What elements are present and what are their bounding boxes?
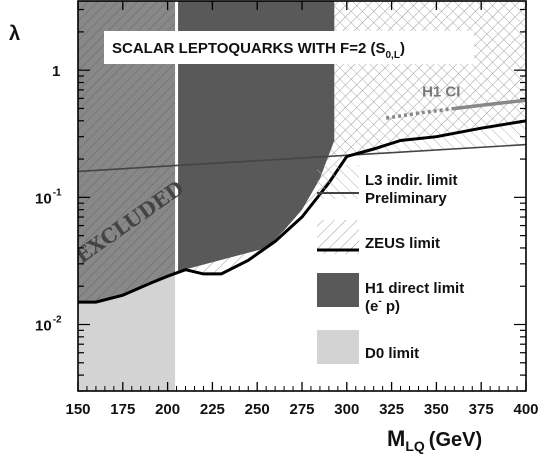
y-axis-label: λ bbox=[9, 23, 20, 45]
legend-entry: D0 limit bbox=[317, 330, 419, 364]
chart-title-box: SCALAR LEPTOQUARKS WITH F=2 (S0,L) bbox=[104, 31, 474, 64]
legend-label: D0 limit bbox=[365, 345, 419, 362]
h1-ci-line bbox=[454, 98, 526, 111]
x-tick-label: 275 bbox=[289, 401, 314, 418]
x-tick-label: 300 bbox=[334, 401, 359, 418]
h1-direct-excluded-region bbox=[176, 1, 335, 272]
y-axis: 1 10-1 10-2 bbox=[35, 8, 526, 392]
x-tick-label: 350 bbox=[424, 401, 449, 418]
y-tick-label: 1 bbox=[52, 63, 60, 80]
d0-zeus-overlap-region bbox=[78, 1, 177, 303]
y-tick-label: 10-2 bbox=[35, 315, 62, 335]
legend-label-line2: (e- p) bbox=[365, 296, 400, 315]
y-tick-label: 10-1 bbox=[35, 187, 62, 207]
x-tick-label: 175 bbox=[110, 401, 135, 418]
zeus-limit-line bbox=[78, 119, 526, 304]
plot-area: EXCLUDED H1 CI bbox=[78, 1, 526, 391]
x-tick-label: 375 bbox=[469, 401, 494, 418]
h1-ci-dotted-segment bbox=[385, 106, 455, 120]
x-tick-label: 150 bbox=[65, 401, 90, 418]
legend-entry: H1 direct limit(e- p) bbox=[317, 273, 464, 315]
x-tick-label: 250 bbox=[245, 401, 270, 418]
chart-title: SCALAR LEPTOQUARKS WITH F=2 (S0,L) bbox=[112, 40, 405, 61]
legend-swatch bbox=[317, 273, 359, 307]
legend-swatch bbox=[317, 220, 359, 254]
legend-label: H1 direct limit bbox=[365, 280, 464, 297]
x-tick-label: 225 bbox=[200, 401, 225, 418]
legend-label-line2: Preliminary bbox=[365, 190, 447, 207]
x-tick-label: 325 bbox=[379, 401, 404, 418]
legend-swatch bbox=[317, 330, 359, 364]
legend-label: L3 indir. limit bbox=[365, 172, 458, 189]
x-tick-label: 400 bbox=[513, 401, 538, 418]
x-axis: 150 175 200 225 250 275 300 325 350 375 400 bbox=[65, 1, 539, 418]
x-axis-label: MLQ (GeV) bbox=[387, 426, 482, 454]
h1-ci-label: H1 CI bbox=[422, 84, 460, 101]
legend-entry: ZEUS limit bbox=[317, 220, 440, 254]
legend-label: ZEUS limit bbox=[365, 235, 440, 252]
l3-limit-line bbox=[78, 143, 526, 173]
x-tick-label: 200 bbox=[155, 401, 180, 418]
